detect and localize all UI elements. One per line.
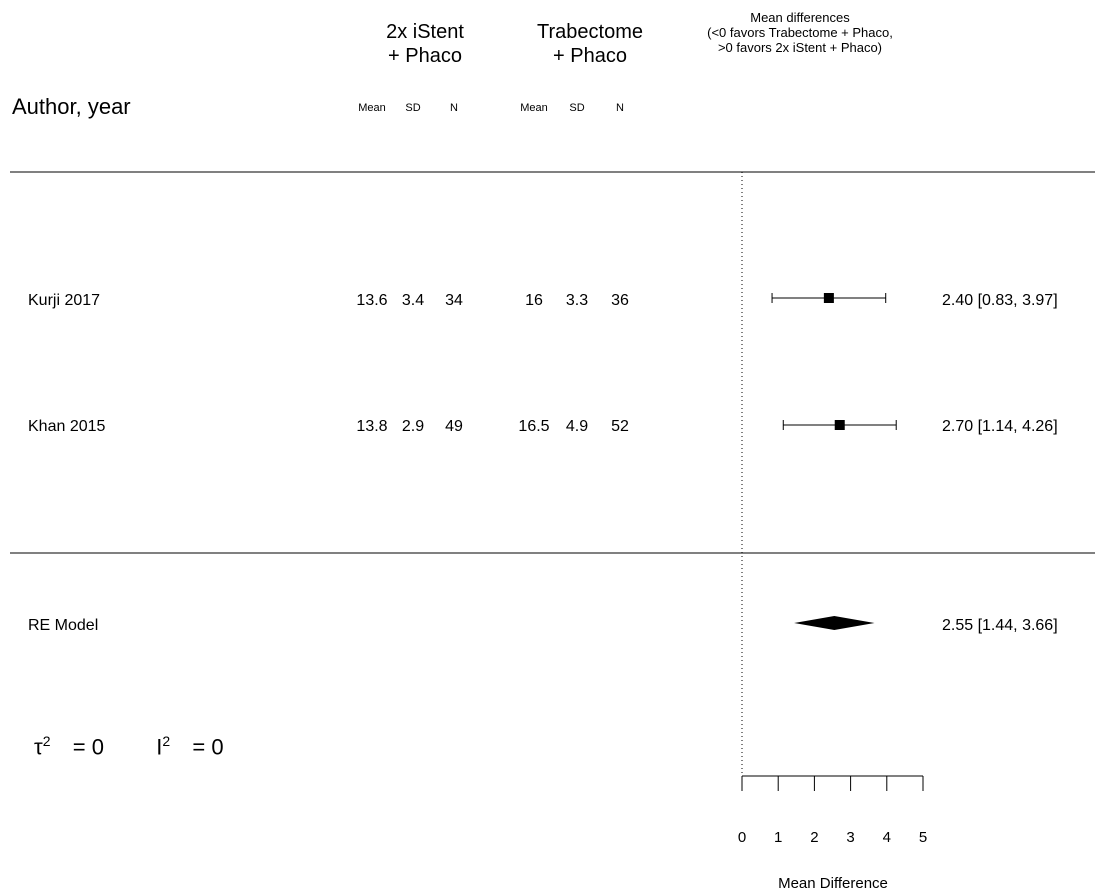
summary-label: RE Model <box>28 617 99 634</box>
group1-header-line2: + Phaco <box>388 45 462 67</box>
study-label: Kurji 2017 <box>28 292 101 309</box>
heterogeneity-stats: τ2 = 0 I2 = 0 <box>34 733 224 760</box>
group2-header-line2: + Phaco <box>553 45 627 67</box>
study-g1-sd: 2.9 <box>401 418 425 435</box>
x-axis-tick-label: 1 <box>774 829 782 846</box>
study-label: Khan 2015 <box>28 418 106 435</box>
x-axis-label: Mean Difference <box>778 875 888 892</box>
study-g1-sd: 3.4 <box>401 292 425 309</box>
i-sup: 2 <box>162 733 171 749</box>
study-point-estimate <box>834 420 845 430</box>
study-g1-n: 34 <box>445 292 463 309</box>
col-g2-sd: SD <box>569 102 585 114</box>
author-year-header: Author, year <box>12 94 131 119</box>
study-g1-mean: 13.6 <box>356 292 388 309</box>
study-g2-sd: 3.3 <box>565 292 589 309</box>
col-g1-n: N <box>450 102 458 114</box>
i-value: = 0 <box>192 734 224 760</box>
x-axis-tick-label: 3 <box>846 829 854 846</box>
study-point-estimate <box>823 293 834 303</box>
col-g2-n: N <box>616 102 624 114</box>
study-g2-n: 36 <box>611 292 629 309</box>
col-g2-mean: Mean <box>520 102 548 114</box>
x-axis-tick-label: 5 <box>919 829 927 846</box>
pooled-diamond <box>794 616 875 630</box>
study-g2-sd: 4.9 <box>565 418 589 435</box>
x-axis-tick-label: 0 <box>738 829 746 846</box>
study-g2-mean: 16.5 <box>518 418 550 435</box>
study-g2-mean: 16 <box>525 292 543 309</box>
tau-sup: 2 <box>42 733 51 749</box>
mean-diff-header: Mean differences (<0 favors Trabectome +… <box>680 10 920 55</box>
col-g1-sd: SD <box>405 102 421 114</box>
mean-diff-header-line2: (<0 favors Trabectome + Phaco, <box>707 25 893 40</box>
study-g1-n: 49 <box>445 418 463 435</box>
mean-diff-header-line3: >0 favors 2x iStent + Phaco) <box>717 40 883 55</box>
i-symbol: I <box>156 734 163 760</box>
x-axis-tick-label: 2 <box>810 829 818 846</box>
study-g2-n: 52 <box>611 418 629 435</box>
summary-ci-text: 2.55 [1.44, 3.66] <box>942 617 1058 634</box>
study-g1-mean: 13.8 <box>356 418 388 435</box>
group1-header: 2x iStent + Phaco <box>350 20 500 68</box>
col-g1-mean: Mean <box>358 102 386 114</box>
study-ci-text: 2.70 [1.14, 4.26] <box>942 418 1058 435</box>
group2-header-line1: Trabectome <box>537 21 643 43</box>
group1-header-line1: 2x iStent <box>386 21 464 43</box>
x-axis-tick-label: 4 <box>883 829 891 846</box>
tau-value: = 0 <box>72 734 104 760</box>
group2-header: Trabectome + Phaco <box>510 20 670 68</box>
study-ci-text: 2.40 [0.83, 3.97] <box>942 292 1058 309</box>
mean-diff-header-line1: Mean differences <box>750 10 850 25</box>
tau-symbol: τ <box>34 734 43 760</box>
